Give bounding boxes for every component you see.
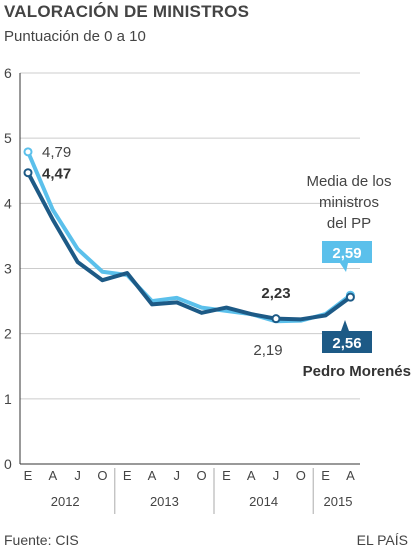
y-tick-label: 3 xyxy=(4,261,12,277)
x-tick-label: J xyxy=(174,468,181,483)
year-label: 2015 xyxy=(324,494,353,509)
y-tick-label: 2 xyxy=(4,326,12,342)
publisher-logo: EL PAÍS xyxy=(356,532,408,548)
data-label-morenes-end: 2,56 xyxy=(332,335,361,352)
x-tick-label: J xyxy=(74,468,81,483)
callout-box-pp-end xyxy=(322,241,372,263)
callout-pointer-morenes-end xyxy=(341,320,349,331)
x-tick-label: A xyxy=(247,468,256,483)
marker-morenes-point xyxy=(271,314,281,324)
series-label-pp: del PP xyxy=(327,215,371,232)
x-tick-label: O xyxy=(97,468,107,483)
series-label-pp: ministros xyxy=(319,194,379,211)
series-line-morenes xyxy=(26,170,353,322)
chart-title: VALORACIÓN DE MINISTROS xyxy=(4,2,250,21)
y-tick-label: 4 xyxy=(4,195,12,211)
year-label: 2012 xyxy=(51,494,80,509)
x-tick-label: E xyxy=(321,468,330,483)
x-tick-label: E xyxy=(222,468,231,483)
source-note: Fuente: CIS xyxy=(4,532,79,548)
y-tick-label: 1 xyxy=(4,391,12,407)
x-tick-label: A xyxy=(148,468,157,483)
data-label-pp-start: 4,79 xyxy=(42,144,71,161)
x-tick-label: O xyxy=(296,468,306,483)
x-tick-label: J xyxy=(273,468,280,483)
marker-morenes-start xyxy=(23,168,33,178)
data-label-pp-point: 2,19 xyxy=(253,342,282,359)
data-label-morenes-start: 4,47 xyxy=(42,166,71,183)
marker-morenes-end xyxy=(345,292,355,302)
series-label-morenes: Pedro Morenés xyxy=(303,363,411,380)
x-tick-label: E xyxy=(24,468,33,483)
y-tick-label: 5 xyxy=(4,130,12,146)
data-label-morenes-point: 2,23 xyxy=(261,285,290,302)
chart-subtitle: Puntuación de 0 a 10 xyxy=(4,28,146,45)
callout-pointer-pp-end xyxy=(340,263,348,272)
x-tick-label: O xyxy=(197,468,207,483)
y-tick-label: 0 xyxy=(4,456,12,472)
year-label: 2014 xyxy=(249,494,278,509)
x-tick-label: A xyxy=(346,468,355,483)
x-tick-label: E xyxy=(123,468,132,483)
data-label-pp-end: 2,59 xyxy=(332,245,361,262)
y-tick-label: 6 xyxy=(4,65,12,81)
series-line-pp-average xyxy=(26,149,353,324)
marker-pp-start xyxy=(23,147,33,157)
x-tick-label: A xyxy=(48,468,57,483)
callout-box-morenes-end xyxy=(322,331,372,353)
year-label: 2013 xyxy=(150,494,179,509)
series-label-pp: Media de los xyxy=(306,173,391,190)
